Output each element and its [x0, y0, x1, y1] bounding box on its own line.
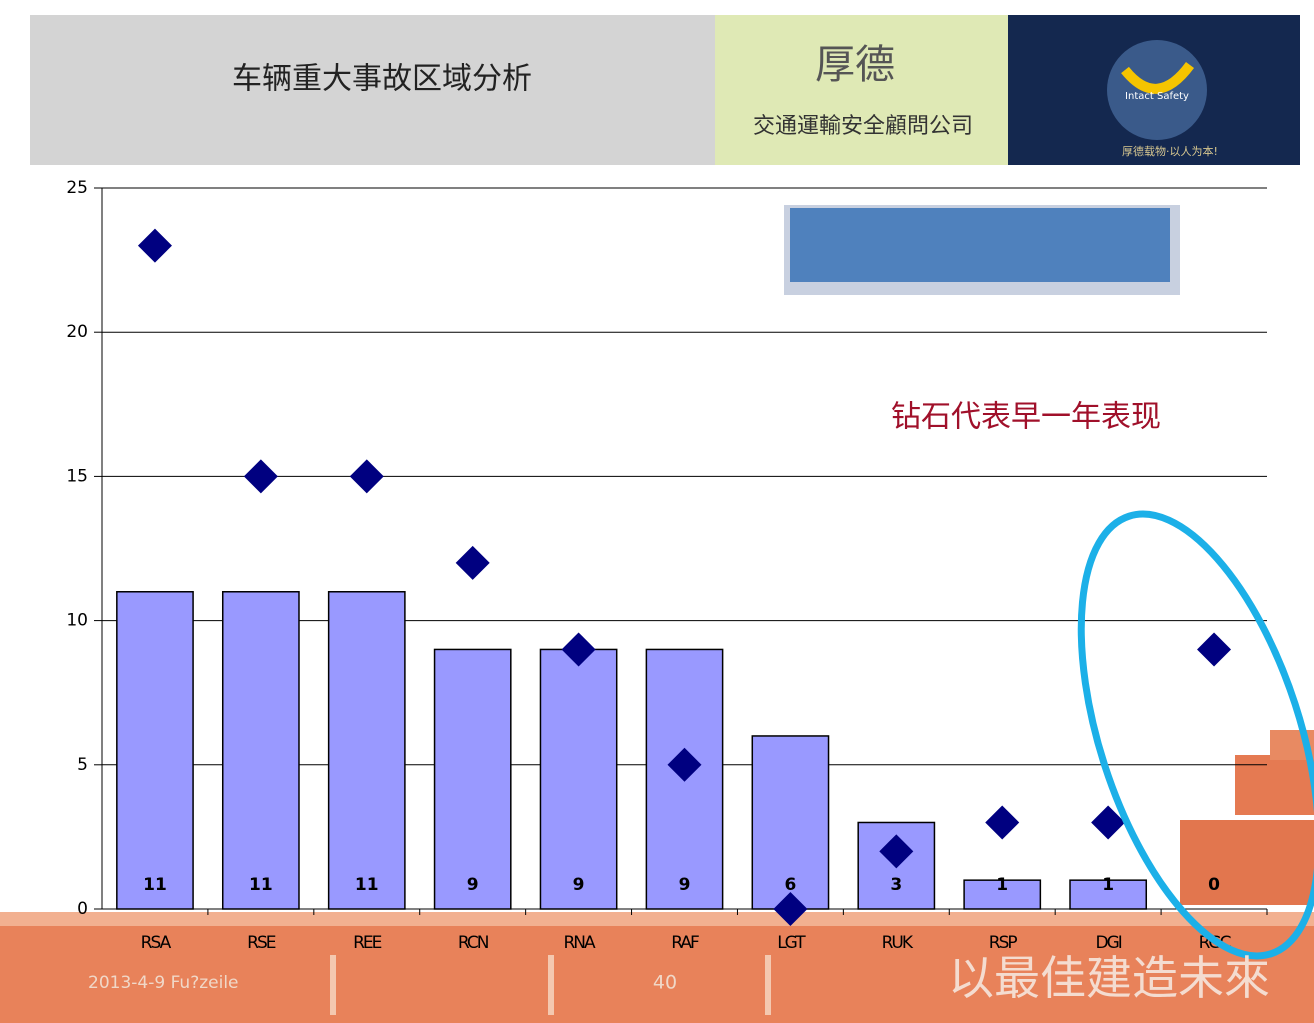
- data-label: 11: [249, 875, 273, 895]
- data-label: 9: [467, 875, 479, 895]
- data-label: 9: [679, 875, 691, 895]
- x-tick-label: DGI: [1095, 933, 1121, 953]
- bar: [435, 649, 511, 909]
- legend-box: [790, 208, 1170, 282]
- x-tick-label: REE: [353, 933, 382, 953]
- brick-band-top: [0, 912, 1314, 926]
- y-tick-label: 10: [66, 611, 88, 631]
- y-tick-label: 0: [77, 899, 88, 919]
- data-label: 0: [1208, 875, 1220, 895]
- x-tick-label: RUK: [882, 933, 914, 953]
- x-tick-label: RSA: [141, 933, 172, 953]
- data-label: 3: [890, 875, 902, 895]
- logo-text: Intact Safety: [1125, 91, 1189, 102]
- brick-joint: [548, 955, 554, 1015]
- company: 交通運輸安全顧問公司: [753, 114, 973, 139]
- x-tick-label: RAF: [671, 933, 699, 953]
- y-tick-label: 20: [66, 322, 88, 342]
- slide: 车辆重大事故区域分析 厚德 交通運輸安全顧問公司 Intact Safety 厚…: [0, 0, 1314, 1023]
- data-label: 1: [1102, 875, 1114, 895]
- page-number: 40: [653, 972, 677, 994]
- footer-date: 2013-4-9 Fu?zeile: [88, 973, 239, 993]
- y-tick-label: 5: [77, 755, 88, 775]
- data-label: 6: [784, 875, 796, 895]
- bar: [223, 592, 299, 909]
- bar: [540, 649, 616, 909]
- x-tick-label: LGT: [777, 933, 806, 953]
- brick: [1235, 755, 1314, 815]
- bar: [117, 592, 193, 909]
- data-label: 11: [355, 875, 379, 895]
- y-tick-label: 25: [66, 178, 88, 198]
- brand-band: [715, 15, 1008, 165]
- brick-joint: [330, 955, 336, 1015]
- x-tick-label: RSP: [989, 933, 1018, 953]
- slide-title: 车辆重大事故区域分析: [232, 62, 532, 97]
- y-tick-label: 15: [66, 466, 88, 486]
- brick: [1180, 820, 1314, 905]
- annotation: 钻石代表早一年表现: [891, 400, 1161, 435]
- x-tick-label: RNA: [564, 933, 597, 953]
- x-tick-label: RCN: [458, 933, 489, 953]
- motto: 厚德载物·以人为本!: [1122, 144, 1218, 158]
- x-tick-label: RSE: [247, 933, 276, 953]
- slogan: 以最佳建造未來: [948, 951, 1270, 1005]
- bar: [329, 592, 405, 909]
- data-label: 1: [996, 875, 1008, 895]
- brand: 厚德: [815, 42, 895, 88]
- data-label: 11: [143, 875, 167, 895]
- brick-joint: [765, 955, 771, 1015]
- data-label: 9: [573, 875, 585, 895]
